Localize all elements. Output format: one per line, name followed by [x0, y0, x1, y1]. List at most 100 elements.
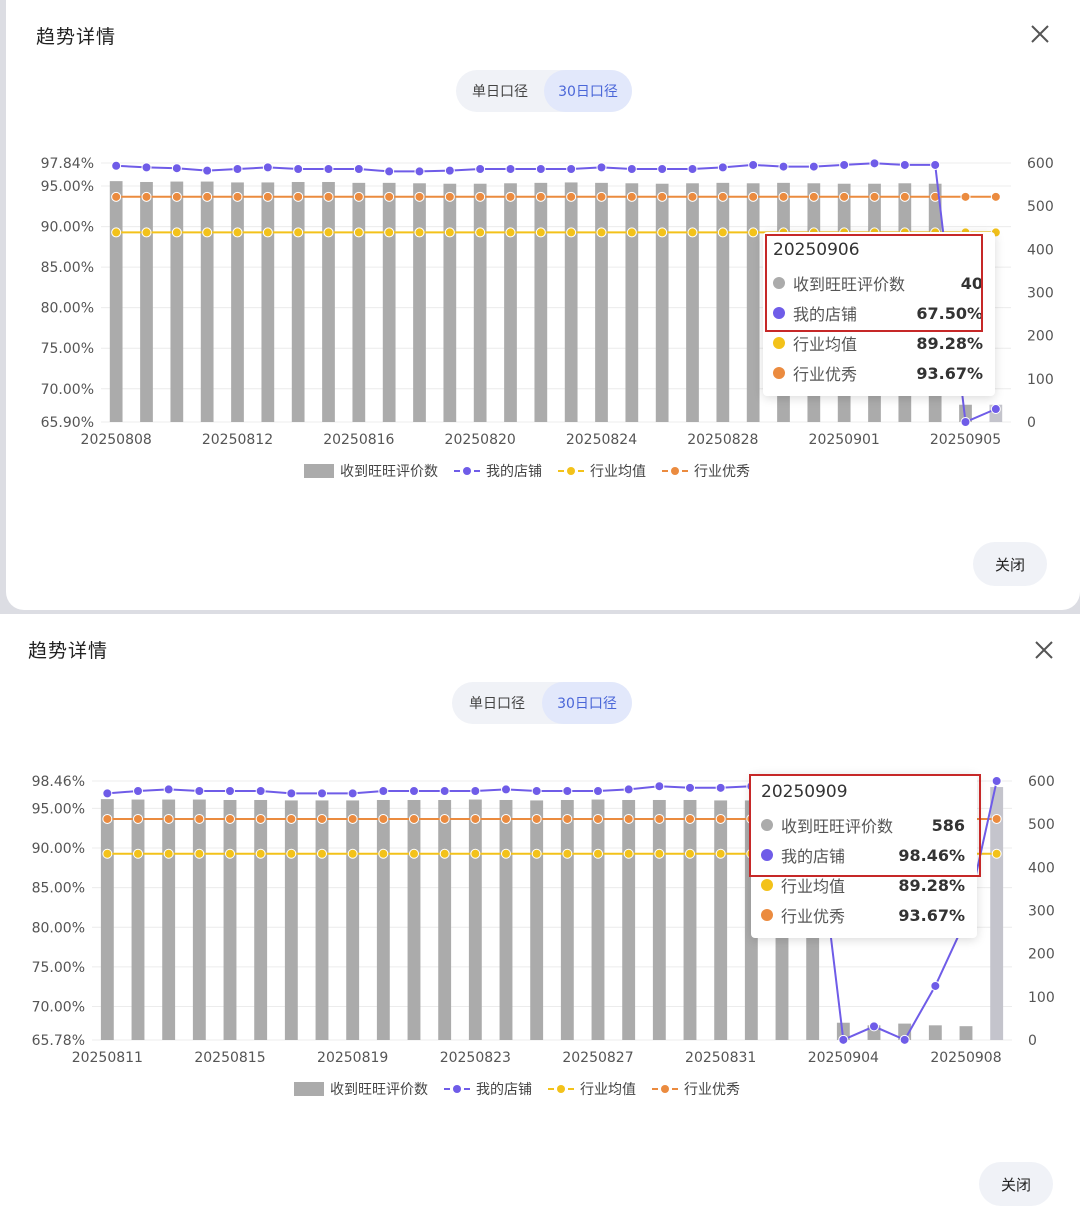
x-tick: 20250823: [440, 1050, 511, 1066]
bar: [315, 800, 329, 1040]
point-industry-excellent: [501, 813, 511, 824]
y-right-tick: 300: [1027, 286, 1054, 302]
point-industry-excellent: [808, 191, 819, 202]
point-my-store: [626, 164, 637, 175]
point-my-store: [748, 159, 759, 170]
x-tick: 20250824: [566, 432, 637, 448]
point-industry-excellent: [623, 813, 634, 824]
x-tick: 20250811: [72, 1050, 143, 1066]
y-left-tick: 90.00%: [41, 220, 94, 236]
point-my-store: [623, 784, 634, 795]
point-my-store: [562, 785, 573, 796]
point-my-store: [317, 788, 327, 799]
point-industry-excellent: [317, 813, 327, 824]
tooltip-name: 我的店铺: [793, 305, 858, 324]
x-tick: 20250820: [445, 432, 516, 448]
point-industry-avg: [111, 227, 122, 238]
tooltip-value: 93.67%: [916, 363, 983, 383]
tab-30-day[interactable]: 30日口径: [542, 682, 632, 724]
legend-swatch-dot: [453, 1085, 461, 1093]
point-industry-excellent: [141, 191, 152, 202]
bar: [346, 800, 360, 1040]
point-industry-excellent: [566, 191, 577, 202]
x-tick: 20250908: [930, 1050, 1001, 1066]
point-my-store: [808, 161, 819, 172]
point-industry-avg: [262, 227, 273, 238]
bar: [716, 182, 730, 422]
y-left-tick: 65.90%: [41, 415, 94, 431]
bar: [655, 183, 669, 422]
tooltip-row: 行业优秀 93.67%: [761, 900, 965, 930]
y-left-tick: 70.00%: [32, 1000, 85, 1016]
point-my-store: [685, 782, 695, 793]
bar: [200, 181, 214, 422]
close-button[interactable]: 关闭: [973, 542, 1047, 586]
y-left-tick: 98.46%: [32, 774, 85, 790]
point-industry-avg: [470, 848, 481, 859]
point-industry-avg: [232, 227, 243, 238]
x-tick: 20250901: [809, 432, 880, 448]
point-industry-excellent: [225, 813, 235, 824]
bar: [564, 182, 578, 422]
point-industry-excellent: [715, 813, 726, 824]
close-button[interactable]: 关闭: [979, 1162, 1053, 1206]
point-industry-avg: [384, 227, 395, 238]
point-industry-excellent: [439, 813, 450, 824]
tooltip-value: 89.28%: [898, 875, 965, 895]
point-my-store: [717, 162, 728, 173]
legend-swatch-dot: [661, 1085, 669, 1093]
tooltip-row: 行业均值 89.28%: [761, 870, 965, 900]
point-my-store: [286, 788, 297, 799]
close-icon[interactable]: [1032, 638, 1056, 662]
bar: [714, 800, 728, 1040]
tab-30-day[interactable]: 30日口径: [544, 70, 632, 112]
point-industry-avg: [293, 227, 304, 238]
point-my-store: [384, 166, 395, 177]
point-industry-avg: [535, 227, 546, 238]
point-industry-excellent: [414, 191, 425, 202]
point-my-store: [347, 788, 358, 799]
point-industry-avg: [626, 227, 637, 238]
tooltip-value: 98.46%: [898, 845, 965, 865]
tooltip-row: 收到旺旺评价数 586: [761, 810, 965, 840]
close-icon[interactable]: [1028, 22, 1052, 46]
y-right-tick: 400: [1027, 242, 1054, 258]
point-industry-excellent: [535, 191, 546, 202]
point-my-store: [293, 164, 304, 175]
point-industry-excellent: [839, 191, 850, 202]
trend-chart: 98.46% 95.00% 90.00% 85.00% 80.00% 75.00% 70.0…: [32, 774, 1055, 1098]
point-industry-avg: [715, 848, 726, 859]
tooltip-name: 行业均值: [781, 877, 846, 896]
point-industry-avg: [414, 227, 425, 238]
point-industry-excellent: [102, 813, 113, 824]
tab-single-day[interactable]: 单日口径: [469, 696, 525, 712]
point-industry-excellent: [531, 813, 542, 824]
bar: [595, 182, 608, 422]
point-my-store: [232, 164, 243, 175]
point-industry-avg: [317, 848, 327, 859]
y-left-tick: 85.00%: [41, 260, 94, 276]
point-my-store: [778, 161, 789, 172]
x-tick: 20250812: [202, 432, 273, 448]
point-industry-avg: [991, 848, 1002, 859]
y-left-tick: 75.00%: [41, 341, 94, 357]
y-right-tick: 100: [1028, 990, 1055, 1006]
bar: [625, 183, 639, 422]
tab-single-day[interactable]: 单日口径: [472, 84, 528, 100]
point-industry-avg: [685, 848, 695, 859]
x-tick: 20250904: [808, 1050, 879, 1066]
bar: [254, 799, 268, 1040]
tooltip-name: 行业优秀: [781, 907, 846, 926]
dialog-title: 趋势详情: [28, 640, 109, 662]
y-left-tick: 90.00%: [32, 841, 85, 857]
bar: [499, 799, 513, 1040]
point-my-store: [654, 781, 665, 792]
y-right-tick: 0: [1027, 415, 1036, 431]
point-industry-excellent: [232, 191, 243, 202]
point-my-store: [593, 785, 603, 796]
point-industry-avg: [171, 227, 182, 238]
point-industry-excellent: [960, 191, 971, 202]
bar: [376, 799, 390, 1040]
point-industry-avg: [687, 227, 698, 238]
bar: [686, 183, 699, 422]
